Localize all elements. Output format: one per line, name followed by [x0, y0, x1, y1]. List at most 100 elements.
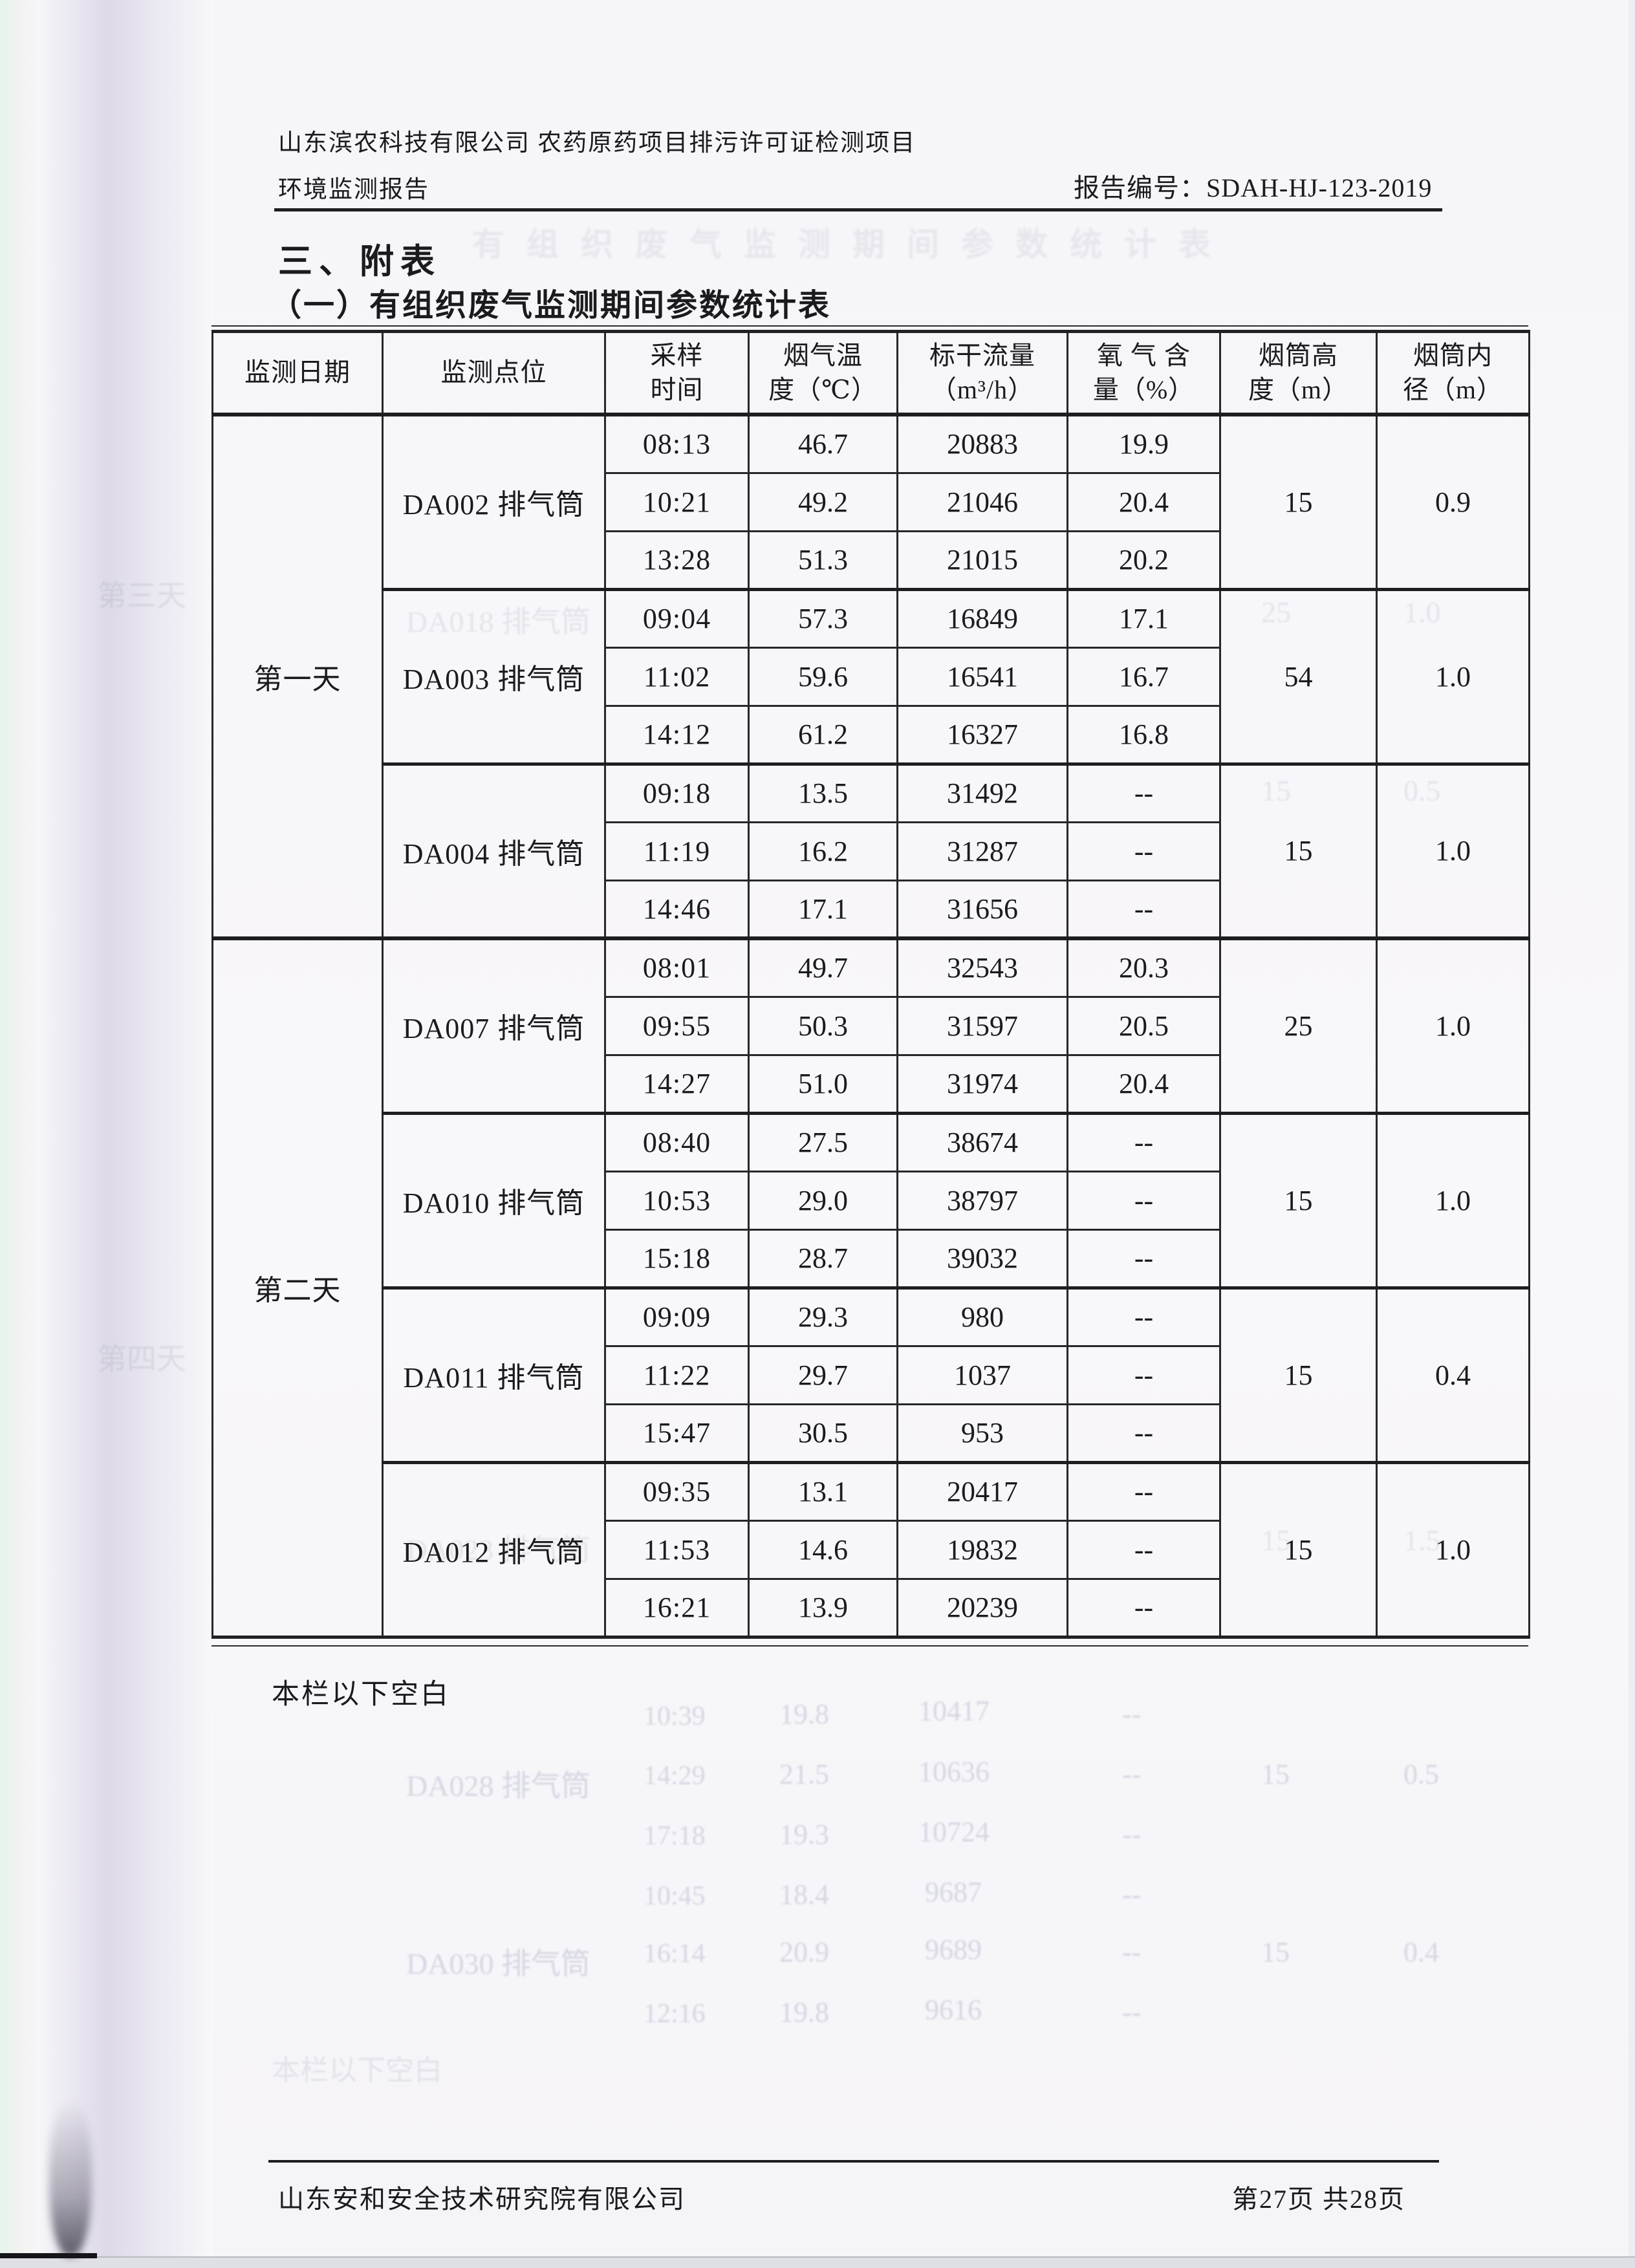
temp-cell: 13.1: [748, 1460, 898, 1522]
oxygen-cell: --: [1067, 1345, 1221, 1405]
oxygen-cell: --: [1067, 821, 1221, 881]
point-cell: DA011 排气筒: [382, 1286, 606, 1463]
ghost-text: --: [1122, 1698, 1142, 1730]
temp-cell: 57.3: [748, 587, 898, 649]
flow-cell: 953: [896, 1403, 1068, 1463]
ghost-text: 19.3: [779, 1819, 829, 1850]
ghost-text: --: [1122, 1879, 1142, 1910]
oxygen-cell: 16.7: [1067, 646, 1221, 707]
flow-cell: 32543: [896, 936, 1068, 998]
temp-cell: 17.1: [748, 879, 898, 940]
ghost-text: 本栏以下空白: [272, 2055, 442, 2086]
time-cell: 09:55: [604, 995, 750, 1056]
oxygen-cell: 16.8: [1067, 704, 1221, 765]
time-cell: 10:21: [604, 471, 750, 532]
temp-cell: 14.6: [748, 1519, 898, 1580]
time-cell: 11:19: [604, 821, 750, 881]
oxygen-cell: 20.4: [1067, 471, 1221, 532]
time-cell: 08:13: [604, 413, 750, 474]
flow-cell: 31656: [896, 879, 1068, 940]
temp-cell: 13.5: [748, 762, 898, 823]
bottom-left-curl: [49, 2099, 92, 2256]
ghost-text: 16:14: [644, 1939, 706, 1969]
flow-cell: 38797: [896, 1170, 1068, 1231]
oxygen-cell: --: [1067, 1519, 1221, 1580]
report-number: 报告编号：SDAH-HJ-123-2019: [1074, 167, 1432, 204]
time-cell: 15:18: [604, 1228, 750, 1289]
stack-diameter-cell: 1.0: [1376, 1460, 1530, 1638]
oxygen-cell: --: [1067, 1460, 1221, 1522]
oxygen-cell: --: [1067, 1228, 1221, 1289]
stack-diameter-cell: 1.0: [1376, 762, 1530, 940]
stack-height-cell: 25: [1219, 936, 1378, 1114]
parameters-table: 监测日期 监测点位 采样 时间 烟气温 度（℃） 标干流量 （m³/h）氧 气 含 量（…: [211, 330, 1530, 1639]
oxygen-cell: 20.4: [1067, 1053, 1221, 1114]
day-cell: 第一天: [211, 413, 384, 940]
time-cell: 08:40: [604, 1111, 750, 1172]
report-number-label: 报告编号：: [1074, 173, 1206, 202]
ghost-text: 15: [1261, 1936, 1290, 1968]
ghost-text: 0.5: [1403, 1758, 1439, 1790]
oxygen-cell: --: [1067, 879, 1221, 940]
header-project-line: 山东滨农科技有限公司 农药原药项目排污许可证检测项目: [278, 130, 916, 157]
stack-height-cell: 15: [1219, 762, 1378, 940]
ghost-text: 18.4: [779, 1879, 829, 1910]
scanner-bottom-band: [0, 2256, 1635, 2268]
stack-diameter-cell: 0.4: [1376, 1286, 1530, 1463]
time-cell: 11:02: [604, 646, 750, 707]
ghost-text: 10636: [918, 1756, 990, 1787]
temp-cell: 29.7: [748, 1345, 898, 1405]
flow-cell: 31974: [896, 1053, 1068, 1114]
time-cell: 15:47: [604, 1403, 750, 1463]
point-cell: DA002 排气筒: [382, 413, 606, 590]
time-cell: 13:28: [604, 530, 750, 590]
bottom-left-edge-mark: [0, 2253, 97, 2258]
ghost-text: 15: [1261, 1758, 1290, 1790]
ghost-text: DA028 排气筒: [406, 1769, 590, 1802]
oxygen-cell: 20.2: [1067, 530, 1221, 590]
day-cell: 第二天: [211, 936, 384, 1638]
stack-diameter-cell: 0.9: [1376, 413, 1530, 590]
column-header: 烟气温 度（℃）: [748, 330, 898, 416]
page-curl-shadow: [0, 0, 213, 2268]
time-cell: 10:53: [604, 1170, 750, 1231]
flow-cell: 21015: [896, 530, 1068, 590]
right-edge-strip: [1629, 0, 1635, 2268]
flow-cell: 20883: [896, 413, 1068, 474]
flow-cell: 16541: [896, 646, 1068, 707]
flow-cell: 20417: [896, 1460, 1068, 1522]
header-rule: [274, 208, 1442, 211]
stack-diameter-cell: 1.0: [1376, 587, 1530, 765]
point-cell: DA007 排气筒: [382, 936, 606, 1114]
stack-height-cell: 54: [1219, 587, 1378, 765]
ghost-text: 12:16: [644, 1999, 706, 2029]
stack-diameter-cell: 1.0: [1376, 936, 1530, 1114]
ghost-text: 10417: [918, 1695, 990, 1727]
time-cell: 08:01: [604, 936, 750, 998]
temp-cell: 46.7: [748, 413, 898, 474]
section-title: 三、附表: [278, 243, 441, 281]
oxygen-cell: 20.5: [1067, 995, 1221, 1056]
point-cell: DA010 排气筒: [382, 1111, 606, 1289]
temp-cell: 51.3: [748, 530, 898, 590]
footer-page-info: 第27页 共28页: [1232, 2185, 1405, 2214]
ghost-text: 9687: [925, 1876, 982, 1908]
table-bottom-rule: [211, 1645, 1528, 1647]
time-cell: 11:53: [604, 1519, 750, 1580]
oxygen-cell: --: [1067, 1170, 1221, 1231]
flow-cell: 19832: [896, 1519, 1068, 1580]
footer-rule: [268, 2160, 1439, 2163]
column-header: 采样 时间: [604, 330, 750, 416]
time-cell: 09:35: [604, 1460, 750, 1522]
column-header: 烟筒内 径（m）: [1376, 330, 1530, 416]
time-cell: 11:22: [604, 1345, 750, 1405]
header-doc-type: 环境监测报告: [278, 177, 429, 203]
table-top-rule: [211, 325, 1528, 327]
time-cell: 14:27: [604, 1053, 750, 1114]
ghost-text: --: [1122, 1996, 1142, 2028]
temp-cell: 30.5: [748, 1403, 898, 1463]
temp-cell: 59.6: [748, 646, 898, 707]
column-header: 烟筒高 度（m）: [1219, 330, 1378, 416]
ghost-text: --: [1122, 1936, 1142, 1968]
